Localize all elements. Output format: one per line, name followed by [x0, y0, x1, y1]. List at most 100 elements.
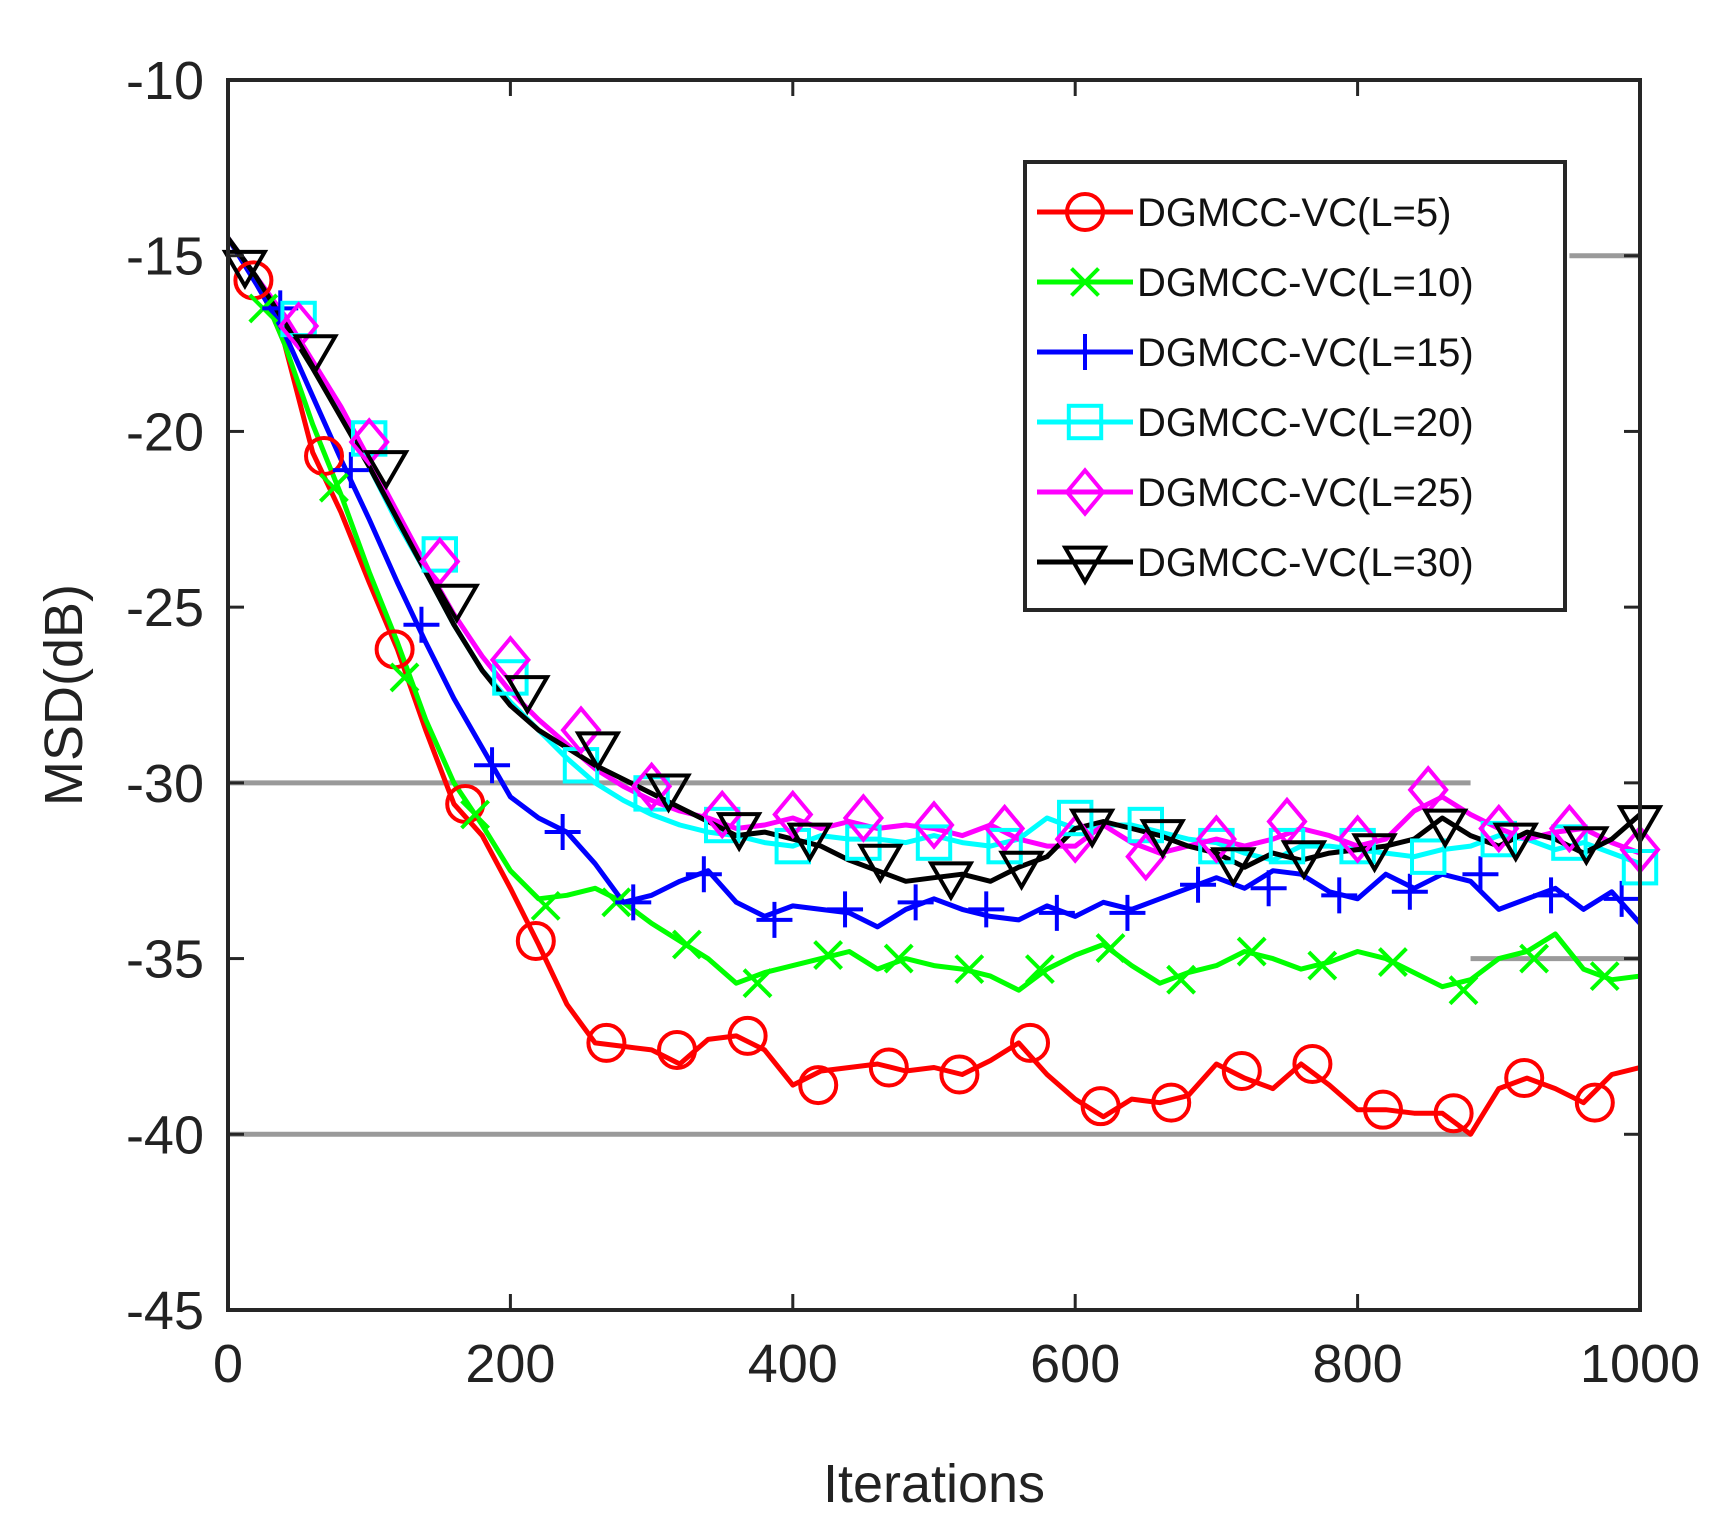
series-5-marker [630, 761, 673, 812]
series-6-marker [645, 773, 692, 814]
legend-swatch-marker [1065, 192, 1105, 232]
series-1-marker [798, 1065, 839, 1106]
series-2-marker [1519, 943, 1550, 974]
series-2-marker [460, 799, 491, 830]
series-3-marker [262, 290, 299, 327]
series-6-marker [927, 861, 975, 902]
series-2-marker [813, 940, 844, 970]
series-2-marker [1236, 936, 1267, 967]
series-3-marker [827, 891, 864, 928]
series-3-marker [1391, 873, 1428, 910]
legend-swatch-marker [1066, 403, 1104, 441]
series-3-marker [1180, 866, 1217, 903]
series-1-marker [1504, 1058, 1545, 1099]
series-2-marker [1307, 950, 1338, 981]
legend-swatch-marker [1064, 467, 1106, 517]
series-group [228, 236, 1640, 1137]
series-3-marker [403, 606, 440, 643]
series-2-marker [1095, 933, 1126, 963]
series-6-marker [1492, 822, 1540, 863]
legend-label: DGMCC-VC(L=5) [1137, 191, 1451, 235]
y-tick-label: -30 [126, 754, 204, 814]
series-4-marker [915, 824, 953, 861]
series-3-marker [474, 747, 511, 784]
axes-box [226, 78, 1642, 1312]
series-5-marker [1548, 803, 1591, 854]
series-1-marker [1221, 1051, 1262, 1092]
series-5-marker [1195, 814, 1238, 864]
series-1-marker [868, 1047, 909, 1088]
y-tick-label: -40 [126, 1105, 204, 1165]
series-2-marker [1589, 961, 1620, 992]
legend-box [1023, 160, 1567, 612]
x-tick-label: 800 [1313, 1334, 1403, 1394]
series-3-marker [1321, 877, 1358, 914]
series-2-marker [742, 968, 773, 999]
legend-label: DGMCC-VC(L=25) [1137, 471, 1474, 515]
series-6-marker [1068, 808, 1116, 849]
x-tick-label: 200 [465, 1334, 555, 1394]
series-5-marker [842, 793, 885, 843]
series-3-marker [615, 884, 652, 921]
series-5-marker [983, 803, 1026, 854]
series-2-marker [1166, 964, 1197, 995]
y-tick-label: -10 [126, 51, 204, 111]
axis-ticks: 0 200 400 600 800 1000 -10 -15 -20 -25 -30 -35 -40 -4… [126, 51, 1700, 1394]
series-1-marker [1292, 1044, 1333, 1084]
series-3-marker [1038, 894, 1075, 931]
series-3-marker [756, 901, 793, 938]
series-6-marker [504, 675, 551, 716]
series-6-marker [362, 450, 410, 491]
legend-label: DGMCC-VC(L=10) [1137, 261, 1474, 305]
series-2-marker [954, 954, 985, 985]
series-1-marker [1010, 1022, 1051, 1063]
series-4-marker [704, 806, 741, 844]
x-axis-label: Iterations [823, 1454, 1045, 1514]
legend: DGMCC-VC(L=5) DGMCC-VC(L=10) DGMCC-VC(L=15… [1023, 160, 1567, 612]
series-5-marker [772, 789, 814, 840]
series-2-marker [530, 890, 561, 921]
series-6-marker [1421, 808, 1469, 849]
series-6-marker [221, 249, 269, 291]
series-3-marker [1603, 880, 1640, 917]
series-2-marker [883, 943, 914, 974]
x-tick-label: 0 [213, 1334, 243, 1394]
legend-label: DGMCC-VC(L=15) [1137, 331, 1474, 375]
series-1-marker [939, 1054, 980, 1095]
marker-group [221, 249, 1664, 1134]
y-tick-label: -15 [126, 227, 204, 287]
series-6-marker [433, 583, 481, 624]
legend-swatch-marker [1067, 334, 1103, 370]
legend-swatch-marker [1070, 267, 1100, 297]
series-6-marker [1563, 826, 1610, 867]
y-axis-label: MSD(dB) [34, 584, 94, 806]
series-2-marker [389, 662, 420, 693]
series-5-marker [1336, 814, 1379, 864]
series-6-marker [292, 334, 339, 375]
series-1-marker [1151, 1082, 1192, 1123]
series-5-marker [560, 705, 602, 755]
series-5-marker [419, 536, 461, 587]
series-3-marker [544, 814, 581, 851]
series-6-marker [574, 731, 622, 772]
series-1-marker [1080, 1086, 1121, 1127]
series-3-marker [332, 452, 369, 489]
series-3-marker [897, 884, 934, 921]
legend-swatch-marker [1061, 545, 1109, 586]
series-4-marker [1410, 838, 1447, 875]
x-tick-label: 400 [748, 1334, 838, 1394]
series-3-marker [685, 856, 722, 893]
series-5-marker [348, 417, 390, 467]
series-1-marker [727, 1015, 768, 1056]
series-6-marker [786, 822, 834, 863]
series-1-marker [1363, 1089, 1404, 1130]
series-6-marker [715, 812, 763, 853]
series-4-marker [845, 824, 882, 861]
series-4-marker [1127, 806, 1164, 844]
series-6-marker [857, 843, 904, 884]
series-5-marker [277, 301, 320, 351]
series-5-marker [701, 789, 743, 840]
legend-label: DGMCC-VC(L=30) [1137, 541, 1474, 585]
legend-label: DGMCC-VC(L=20) [1137, 401, 1474, 445]
y-tick-label: -45 [126, 1281, 204, 1341]
